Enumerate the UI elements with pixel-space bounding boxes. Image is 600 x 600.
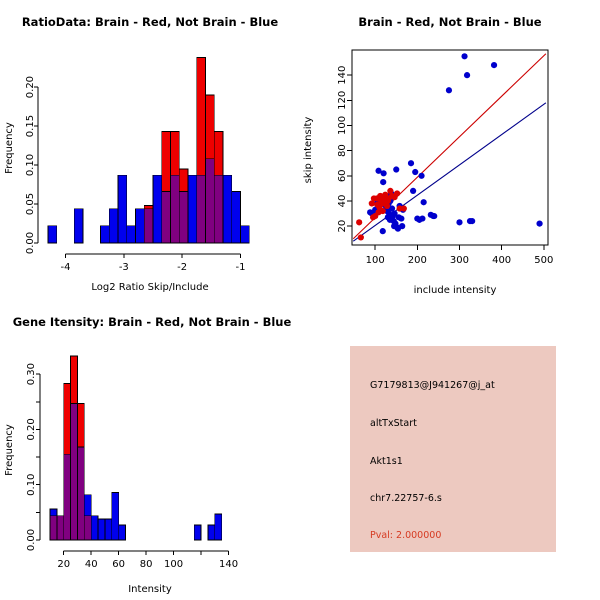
svg-text:-1: -1	[236, 262, 246, 273]
svg-text:400: 400	[492, 255, 511, 266]
svg-text:0.10: 0.10	[26, 474, 37, 496]
svg-text:100: 100	[366, 255, 385, 266]
svg-text:200: 200	[408, 255, 427, 266]
svg-text:140: 140	[337, 66, 348, 85]
scatter-ylabel: skip intensity	[303, 117, 314, 184]
panel-ratio-histogram: RatioData: Brain - Red, Not Brain - Blue…	[0, 0, 300, 300]
gene-histogram-bars	[49, 355, 223, 541]
gene-info-panel: G7179813@J941267@j_at altTxStart Akt1s1 …	[350, 346, 556, 552]
ratio-histogram-xlabel: Log2 Ratio Skip/Include	[91, 282, 208, 293]
gene-histogram-xlabel: Intensity	[128, 584, 172, 595]
svg-text:0.10: 0.10	[25, 154, 36, 176]
svg-text:0.15: 0.15	[25, 115, 36, 137]
svg-text:-4: -4	[61, 262, 71, 273]
svg-text:80: 80	[140, 559, 153, 570]
svg-text:140: 140	[219, 559, 238, 570]
scatter-xlabel: include intensity	[414, 285, 497, 296]
ratio-histogram-ylabel: Frequency	[4, 122, 15, 174]
panel-gene-histogram: Gene Itensity: Brain - Red, Not Brain - …	[0, 300, 300, 600]
svg-text:300: 300	[450, 255, 469, 266]
svg-text:0.05: 0.05	[25, 193, 36, 215]
svg-text:120: 120	[337, 91, 348, 110]
info-event-type: altTxStart	[370, 418, 417, 429]
scatter-y-axis: 20 40 60 80 100 120 140	[337, 66, 352, 233]
svg-text:40: 40	[337, 195, 348, 208]
svg-text:0.00: 0.00	[26, 529, 37, 551]
scatter-points	[356, 53, 543, 241]
ratio-histogram-title: RatioData: Brain - Red, Not Brain - Blue	[22, 15, 279, 29]
ratio-histogram-bars	[47, 57, 250, 244]
svg-text:100: 100	[164, 559, 183, 570]
svg-text:80: 80	[337, 144, 348, 157]
info-gene-symbol: Akt1s1	[370, 456, 403, 467]
svg-text:500: 500	[534, 255, 553, 266]
svg-text:40: 40	[85, 559, 98, 570]
gene-histogram-y-axis: 0.00 0.10 0.20 0.30	[26, 363, 41, 551]
svg-text:20: 20	[337, 220, 348, 233]
scatter-title: Brain - Red, Not Brain - Blue	[358, 15, 541, 29]
svg-text:-3: -3	[119, 262, 129, 273]
gene-histogram-title: Gene Itensity: Brain - Red, Not Brain - …	[13, 315, 292, 329]
svg-text:20: 20	[57, 559, 70, 570]
svg-text:0.20: 0.20	[25, 76, 36, 98]
ratio-histogram-y-axis: 0.00 0.05 0.10 0.15 0.20	[25, 76, 39, 254]
panel-scatter: Brain - Red, Not Brain - Blue 20 40 60 80 10…	[300, 0, 600, 300]
info-pval: Pval: 2.000000	[370, 530, 442, 541]
ratio-histogram-svg: RatioData: Brain - Red, Not Brain - Blue…	[4, 15, 279, 293]
info-probe-id: G7179813@J941267@j_at	[370, 380, 495, 391]
ratio-histogram-x-axis: -4 -3 -2 -1	[61, 253, 246, 273]
svg-text:60: 60	[112, 559, 125, 570]
svg-text:0.30: 0.30	[26, 363, 37, 385]
info-locus: chr7.22757-6.s	[370, 493, 442, 504]
svg-text:60: 60	[337, 169, 348, 182]
gene-histogram-x-axis: 20 40 60 80 100 140	[57, 550, 238, 570]
svg-text:0.20: 0.20	[26, 418, 37, 440]
gene-histogram-ylabel: Frequency	[4, 424, 15, 476]
gene-histogram-svg: Gene Itensity: Brain - Red, Not Brain - …	[4, 315, 292, 595]
scatter-svg: Brain - Red, Not Brain - Blue 20 40 60 80 10…	[303, 15, 553, 296]
scatter-x-axis: 100 200 300 400 500	[366, 245, 553, 266]
svg-text:-2: -2	[177, 262, 187, 273]
svg-text:0.00: 0.00	[25, 232, 36, 254]
svg-text:100: 100	[337, 116, 348, 135]
